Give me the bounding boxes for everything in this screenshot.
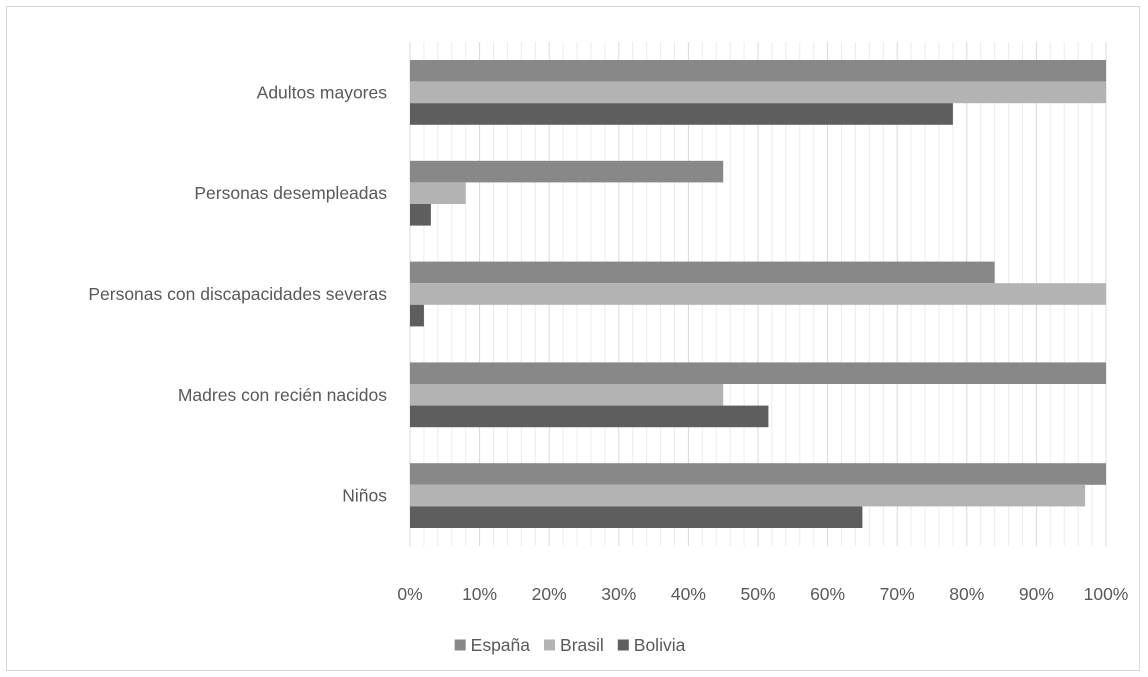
category-label: Madres con recién nacidos — [178, 385, 387, 405]
bar-bolivia — [410, 405, 769, 428]
bar-brasil — [410, 182, 466, 204]
bar-españa — [410, 261, 995, 284]
legend-label: España — [471, 635, 531, 655]
bar-españa — [410, 60, 1106, 82]
x-tick-label: 80% — [949, 584, 984, 604]
bar-brasil — [410, 283, 1106, 305]
bar-brasil — [410, 81, 1106, 104]
bar-bolivia — [410, 204, 431, 226]
bar-españa — [410, 463, 1106, 485]
legend-label: Bolivia — [634, 635, 686, 655]
legend-swatch — [617, 639, 629, 651]
category-label: Personas con discapacidades severas — [88, 284, 387, 304]
bar-bolivia — [410, 304, 424, 327]
bar-brasil — [410, 384, 724, 406]
x-tick-labels: 0% 10% 20% 30% 40% 50% 60% 70% 80% 90% 100% — [397, 584, 1128, 604]
x-tick-label: 50% — [740, 584, 775, 604]
category-label: Niños — [342, 486, 387, 506]
bar-brasil — [410, 484, 1086, 507]
x-tick-label: 20% — [532, 584, 567, 604]
category-labels: Adultos mayores Personas desempleadas Pers… — [88, 82, 387, 505]
x-tick-label: 30% — [601, 584, 636, 604]
x-tick-label: 60% — [810, 584, 845, 604]
x-tick-label: 40% — [671, 584, 706, 604]
x-tick-label: 70% — [880, 584, 915, 604]
legend-swatch — [454, 639, 466, 651]
category-label: Adultos mayores — [257, 82, 388, 102]
x-tick-label: 0% — [397, 584, 422, 604]
x-tick-label: 100% — [1084, 584, 1129, 604]
bar-españa — [410, 362, 1106, 384]
bar-bolivia — [410, 103, 953, 125]
bar-bolivia — [410, 506, 863, 528]
category-label: Personas desempleadas — [194, 183, 387, 203]
bar-españa — [410, 160, 724, 183]
x-tick-label: 10% — [462, 584, 497, 604]
legend-label: Brasil — [560, 635, 604, 655]
legend-swatch — [544, 639, 556, 651]
bars — [410, 60, 1106, 528]
legend: España Brasil Bolivia — [454, 635, 686, 655]
x-tick-label: 90% — [1019, 584, 1054, 604]
